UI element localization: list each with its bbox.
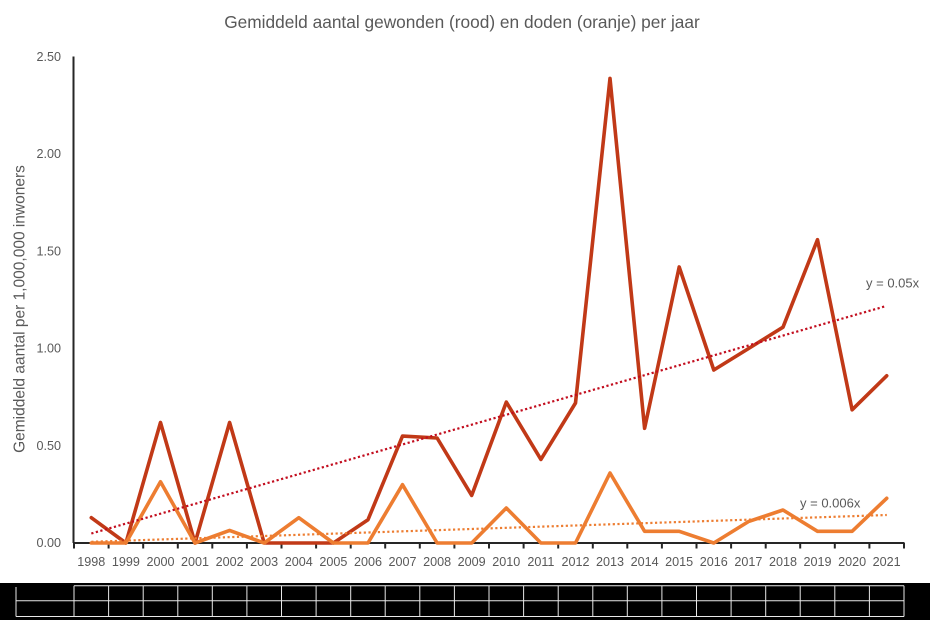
svg-text:2018: 2018 xyxy=(769,555,797,569)
svg-text:1.50: 1.50 xyxy=(36,244,61,258)
svg-text:0.50: 0.50 xyxy=(36,439,61,453)
svg-text:1998: 1998 xyxy=(77,555,105,569)
svg-text:2021: 2021 xyxy=(873,555,901,569)
svg-text:2002: 2002 xyxy=(216,555,244,569)
svg-text:y = 0.006x: y = 0.006x xyxy=(800,496,861,511)
svg-text:2006: 2006 xyxy=(354,555,382,569)
svg-text:2001: 2001 xyxy=(181,555,209,569)
svg-text:2020: 2020 xyxy=(838,555,866,569)
svg-text:1.00: 1.00 xyxy=(36,342,61,356)
svg-text:2013: 2013 xyxy=(596,555,624,569)
svg-text:2012: 2012 xyxy=(561,555,589,569)
svg-text:2008: 2008 xyxy=(423,555,451,569)
svg-text:2004: 2004 xyxy=(285,555,313,569)
svg-text:1999: 1999 xyxy=(112,555,140,569)
svg-text:0.00: 0.00 xyxy=(36,536,61,550)
svg-text:2017: 2017 xyxy=(734,555,762,569)
svg-text:Gemiddeld aantal gewonden (roo: Gemiddeld aantal gewonden (rood) en dode… xyxy=(224,12,700,32)
svg-text:2009: 2009 xyxy=(458,555,486,569)
svg-text:2011: 2011 xyxy=(527,555,554,569)
svg-text:2015: 2015 xyxy=(665,555,693,569)
svg-text:2000: 2000 xyxy=(146,555,174,569)
svg-text:2010: 2010 xyxy=(492,555,520,569)
svg-text:2016: 2016 xyxy=(700,555,728,569)
svg-text:2003: 2003 xyxy=(250,555,278,569)
svg-text:y = 0.05x: y = 0.05x xyxy=(866,276,920,291)
svg-text:2.50: 2.50 xyxy=(36,50,61,64)
svg-text:2014: 2014 xyxy=(631,555,659,569)
svg-text:2.00: 2.00 xyxy=(36,147,61,161)
svg-text:2005: 2005 xyxy=(319,555,347,569)
svg-text:2007: 2007 xyxy=(388,555,416,569)
svg-text:2019: 2019 xyxy=(803,555,831,569)
svg-text:Gemiddeld aantal per 1,000,000: Gemiddeld aantal per 1,000,000 inwoners xyxy=(12,165,29,453)
